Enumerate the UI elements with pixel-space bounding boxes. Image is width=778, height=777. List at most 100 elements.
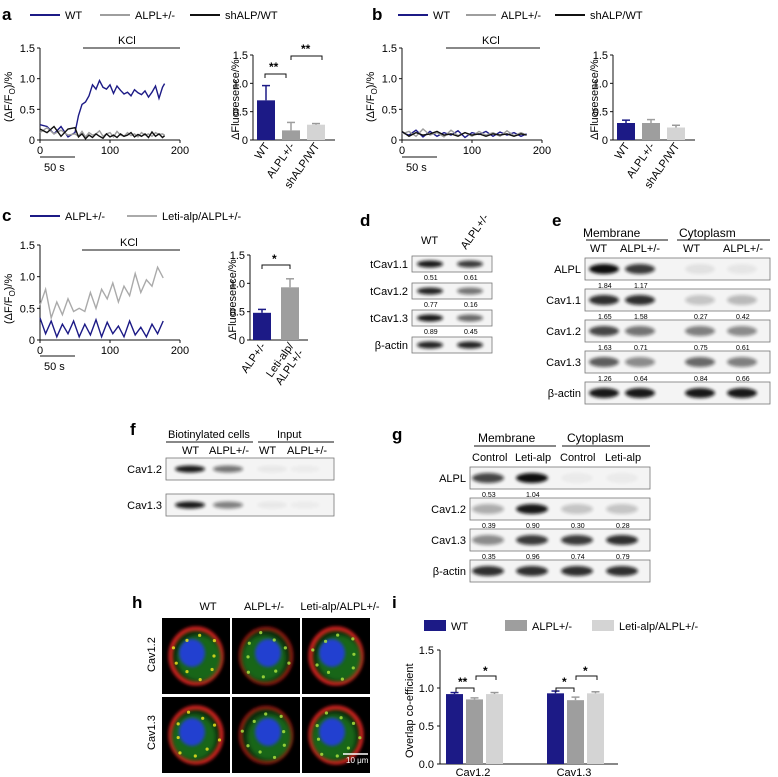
colocalization-spot: [279, 714, 283, 718]
sig-label-i4: *: [583, 664, 588, 678]
ytick-label: 1.0: [593, 78, 608, 90]
blot-band: [457, 287, 483, 295]
colocalization-spot: [178, 751, 182, 755]
micrograph-tile: [302, 618, 370, 694]
micrograph-tile: [162, 618, 230, 694]
micro-row-cav13: Cav1.3: [146, 715, 158, 750]
colocalization-spot: [176, 722, 180, 726]
trace-ylabel-c: (ΔF/FO)/%: [3, 274, 17, 324]
blot-band: [589, 357, 619, 367]
colocalization-spot: [264, 712, 268, 716]
ytick-label: 0.5: [230, 307, 245, 319]
panel-f: f Biotinylated cells Input WT ALPL+/- WT…: [127, 420, 335, 517]
blot-strip: [469, 559, 651, 583]
bars-c: [253, 278, 299, 340]
bar-wt-cav13: [547, 693, 564, 764]
blot-quant-value: 0.84: [694, 376, 708, 383]
ytick-label: 0.5: [20, 303, 35, 315]
blot-g-col-2: Leti-alp: [515, 452, 551, 464]
trace-line-alpl-: [39, 126, 165, 139]
trace-ylabel-a: (ΔF/FO)/%: [3, 72, 17, 122]
blot-f: Cav1.2 Cav1.3: [127, 457, 335, 517]
colocalization-spot: [326, 670, 331, 674]
panel-b: b WT ALPL+/- shALP/WT KCl 0 0.5 1.0 1.5 0 100…: [365, 5, 695, 191]
ytick-label: 1.5: [230, 250, 245, 262]
bar-alpl--cav12: [466, 699, 483, 764]
blot-quant-value: 0.90: [526, 523, 540, 530]
panel-letter-c: c: [2, 206, 11, 225]
ytick-label: 0.5: [419, 721, 434, 733]
micro-col-leti: Leti-alp/ALPL+/-: [300, 601, 380, 613]
xtick-label: 0: [37, 145, 43, 157]
colocalization-spot: [339, 716, 343, 720]
blot-f-col-3: WT: [259, 445, 276, 457]
traces-c: [39, 265, 164, 339]
blot-band: [472, 473, 504, 483]
legend-label-shalp-b: shALP/WT: [590, 10, 643, 22]
blot-strip: [584, 350, 771, 374]
blot-quant-value: 0.66: [736, 376, 750, 383]
ytick-label: 0.0: [419, 759, 434, 771]
blot-strip: [469, 466, 651, 490]
trace-axes-a: 0 0.5 1.0 1.5 0 100 200 (ΔF/FO)/% 50 s: [3, 43, 189, 174]
colocalization-spot: [324, 711, 329, 715]
sig-bracket-i1: [455, 687, 475, 692]
blot-row-label: Cav1.2: [127, 464, 162, 476]
blot-band: [625, 295, 655, 305]
ytick-label: 0: [29, 335, 35, 347]
colocalization-spot: [316, 737, 321, 741]
colocalization-spot: [323, 639, 328, 643]
trace-line-wt: [39, 78, 166, 138]
sig-bracket-i3: [555, 687, 575, 692]
blot-band: [606, 473, 638, 483]
blot-strip: [165, 493, 335, 517]
colocalization-spot: [210, 667, 214, 672]
ytick-label: 1.5: [20, 43, 35, 55]
blot-strip: [469, 497, 651, 521]
blot-quant-value: 0.61: [736, 345, 750, 352]
blot-quant-value: 0.42: [736, 314, 750, 321]
blot-f-group-input: Input: [277, 429, 301, 441]
blot-band: [561, 504, 593, 514]
panel-e: e Membrane Cytoplasm WT ALPL+/- WT ALPL+…: [546, 211, 771, 405]
colocalization-spot: [336, 633, 340, 637]
traces-b: [401, 128, 527, 139]
bar-ylabel-b: ΔFluoresence/%: [589, 59, 601, 140]
nucleus: [255, 639, 281, 667]
blot-quant-value: 0.35: [482, 554, 496, 561]
legend-i-swatch-alpl: [505, 620, 527, 631]
colocalization-spot: [315, 663, 319, 667]
trace-line-leti-alp-alpl-: [39, 265, 164, 321]
micro-row-cav12: Cav1.2: [146, 637, 158, 672]
micro-col-alpl: ALPL+/-: [244, 601, 284, 613]
legend-label-alpl-b: ALPL+/-: [501, 10, 541, 22]
blot-quant-value: 0.75: [694, 345, 708, 352]
blot-band: [516, 535, 548, 545]
legend-label-wt-b: WT: [433, 10, 450, 22]
colocalization-spot: [282, 743, 286, 747]
blot-quant-value: 0.51: [424, 275, 438, 282]
colocalization-spot: [259, 630, 263, 635]
colocalization-spot: [261, 675, 265, 679]
blot-row-label: β-actin: [548, 388, 581, 400]
ytick-label: 0: [391, 135, 397, 147]
trace-ylabel-b: (ΔF/FO)/%: [365, 72, 379, 122]
sig-label-c: *: [272, 252, 277, 266]
blot-row-label: tCav1.1: [370, 259, 408, 271]
sig-bracket-i4: [575, 675, 598, 680]
scale-bar-label-a: 50 s: [44, 162, 65, 174]
blot-e-group-membrane: Membrane: [583, 226, 641, 240]
legend-i-swatch-leti: [592, 620, 614, 631]
nucleus: [255, 718, 281, 746]
bar-category-label: WT: [613, 141, 633, 162]
bar-ylabel-c: ΔFluoresence/%: [227, 259, 239, 340]
blot-band: [417, 287, 443, 295]
blot-g-col-4: Leti-alp: [605, 452, 641, 464]
colocalization-spot: [272, 638, 276, 642]
colocalization-spot: [320, 752, 324, 756]
blot-f-group-biotin: Biotinylated cells: [168, 429, 250, 441]
blot-band: [625, 326, 655, 336]
colocalization-spot: [246, 744, 250, 748]
xtick-label: 0: [37, 345, 43, 357]
